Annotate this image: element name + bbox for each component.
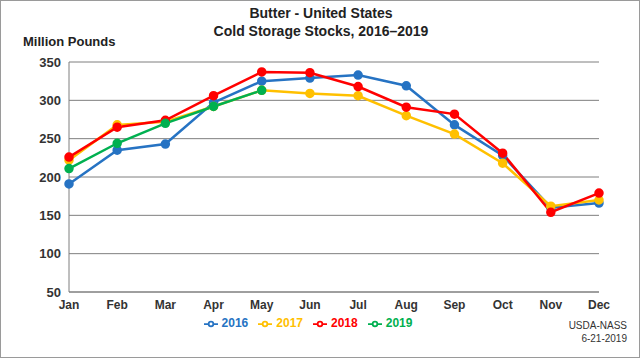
html-text:USDA-NASS: USDA-NASS: [568, 320, 627, 331]
svg-text:May: May: [250, 298, 274, 312]
svg-text:300: 300: [39, 93, 61, 108]
svg-text:Mar: Mar: [155, 298, 177, 312]
svg-text:Aug: Aug: [395, 298, 418, 312]
html-text:2016: 2016: [221, 316, 249, 330]
svg-text:200: 200: [39, 170, 61, 185]
svg-text:Feb: Feb: [107, 298, 128, 312]
svg-text:250: 250: [39, 131, 61, 146]
svg-text:150: 150: [39, 208, 61, 223]
html-text:2019: 2019: [385, 316, 413, 330]
html-text:2017: 2017: [276, 316, 303, 330]
svg-text:Jul: Jul: [349, 298, 366, 312]
svg-text:Apr: Apr: [203, 298, 224, 312]
svg-text:50: 50: [47, 285, 61, 300]
html-text:2018: 2018: [331, 316, 358, 330]
html-text:6-21-2019: 6-21-2019: [581, 333, 627, 344]
html-text:Million Pounds: Million Pounds: [23, 34, 116, 49]
html-text:Cold Storage Stocks, 2016–2019: Cold Storage Stocks, 2016–2019: [213, 23, 429, 39]
html-text:Butter - United States: Butter - United States: [249, 5, 393, 21]
svg-text:Jan: Jan: [59, 298, 80, 312]
svg-text:Jun: Jun: [299, 298, 320, 312]
svg-text:350: 350: [39, 55, 61, 70]
svg-text:Nov: Nov: [539, 298, 562, 312]
svg-text:Oct: Oct: [493, 298, 513, 312]
svg-text:100: 100: [39, 246, 61, 261]
svg-text:Sep: Sep: [443, 298, 465, 312]
svg-text:Dec: Dec: [588, 298, 610, 312]
